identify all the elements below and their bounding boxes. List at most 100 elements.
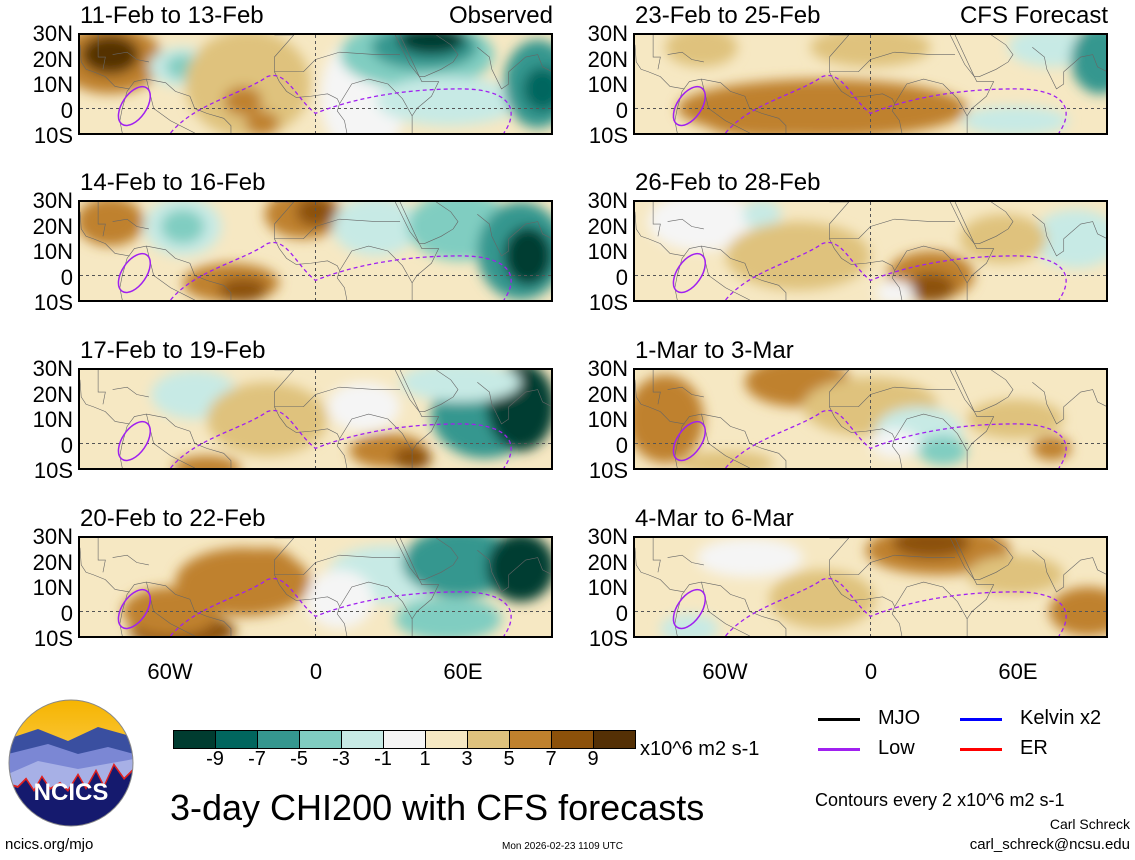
colorbar-tick: 5 [503, 748, 515, 770]
anomaly-region [906, 273, 956, 300]
lat-tick-label: 30N [587, 524, 628, 549]
panel-title: 11-Feb to 13-Feb [80, 2, 264, 29]
anomaly-region [332, 202, 420, 256]
mjo-contour [726, 75, 1067, 133]
lat-tick-label: 10N [587, 239, 628, 264]
coastline [955, 538, 1013, 580]
colorbar-swatch [384, 731, 426, 748]
colorbar-swatch [258, 731, 300, 748]
coastline [1032, 214, 1106, 256]
lat-tick-label: 0 [60, 264, 73, 290]
lon-tick-label: 60E [998, 659, 1038, 684]
anomaly-region [635, 374, 704, 464]
coastline [80, 45, 130, 89]
coastline [395, 35, 438, 133]
colorbar-tick: 3 [461, 748, 473, 770]
colorbar-swatch [468, 731, 510, 748]
lat-tick-label: 20N [587, 46, 628, 72]
website-link[interactable]: ncics.org/mjo [5, 836, 94, 853]
coastline [653, 202, 660, 236]
panel-title: 17-Feb to 19-Feb [80, 337, 266, 364]
anomaly-region [967, 399, 1064, 439]
mjo-contour [171, 75, 512, 133]
lat-tick-label: 10N [32, 239, 73, 264]
coastline [113, 52, 149, 62]
lon-tick-label: 0 [864, 659, 878, 684]
coastline [950, 538, 993, 636]
coastline [113, 387, 149, 397]
anomaly-region [173, 455, 241, 468]
coastline [950, 370, 993, 468]
panel-title: 1-Mar to 3-Mar [635, 337, 794, 364]
anomaly-region [245, 110, 280, 133]
coastline [400, 370, 458, 412]
coastline [895, 414, 967, 451]
coastline [274, 387, 400, 407]
lat-tick-label: 0 [60, 432, 73, 458]
author: Carl Schreck [1049, 816, 1130, 832]
colorbar-swatch [216, 731, 258, 748]
coastline [1032, 382, 1106, 424]
coastline [1032, 550, 1106, 592]
anomaly-region [665, 35, 738, 67]
lat-tick-label: 20N [32, 549, 73, 575]
coastline [98, 35, 105, 69]
panel-label: CFS Forecast [959, 2, 1108, 29]
anomaly-region [206, 382, 328, 456]
anomaly-region [959, 214, 1047, 264]
anomaly-region [397, 35, 466, 55]
lon-tick-label: 60E [443, 659, 483, 684]
coastline [635, 45, 685, 89]
lat-tick-label: 30N [587, 356, 628, 381]
lat-tick-label: 10N [32, 72, 73, 97]
anomaly-region [238, 547, 297, 587]
anomaly-region [375, 76, 521, 126]
low-contour [667, 81, 712, 131]
coastline [400, 202, 458, 244]
anomaly-region [160, 209, 205, 244]
anomaly-region [1032, 436, 1071, 461]
panel-title: 23-Feb to 25-Feb [635, 2, 821, 29]
anomaly-region [696, 538, 803, 578]
colorbar-swatch [342, 731, 384, 748]
coastline [653, 370, 660, 404]
coastline [477, 47, 551, 89]
lat-tick-label: 10S [588, 458, 628, 483]
lat-tick-label: 10S [33, 626, 73, 651]
anomaly-region [918, 436, 968, 466]
email[interactable]: carl_schreck@ncsu.edu [969, 836, 1130, 853]
lat-tick-label: 30N [587, 21, 628, 46]
anomaly-region [1032, 209, 1106, 269]
low-contour [112, 584, 157, 634]
lat-tick-label: 10S [588, 626, 628, 651]
panel-title: 26-Feb to 28-Feb [635, 169, 821, 196]
anomaly-region [503, 226, 551, 286]
coastline [274, 52, 400, 72]
coastline [395, 370, 438, 468]
anomaly-region [769, 569, 876, 629]
coastline [950, 35, 993, 133]
figure-title: 3-day CHI200 with CFS forecasts [170, 787, 705, 828]
coastline [895, 582, 967, 619]
coastline [829, 387, 955, 407]
anomaly-region [875, 280, 914, 300]
lat-tick-label: 10S [588, 290, 628, 315]
mjo-contour [726, 578, 1067, 636]
legend-line-er [960, 748, 1002, 751]
lon-tick-label: 0 [309, 659, 323, 684]
lat-tick-label: 20N [32, 213, 73, 239]
lat-tick-label: 10N [32, 575, 73, 600]
coastline [80, 380, 130, 424]
coastline [668, 219, 704, 229]
low-contour [667, 584, 712, 634]
colorbar-units: x10^6 m2 s-1 [640, 738, 760, 760]
coastline [113, 219, 149, 229]
map-panel [78, 200, 553, 302]
map-panel [633, 33, 1108, 135]
coastline [950, 202, 993, 300]
legend-label: MJO [878, 707, 921, 729]
legend-line-low [818, 748, 860, 751]
colorbar-swatch [426, 731, 468, 748]
coastline [477, 382, 551, 424]
coastline [1032, 47, 1106, 89]
